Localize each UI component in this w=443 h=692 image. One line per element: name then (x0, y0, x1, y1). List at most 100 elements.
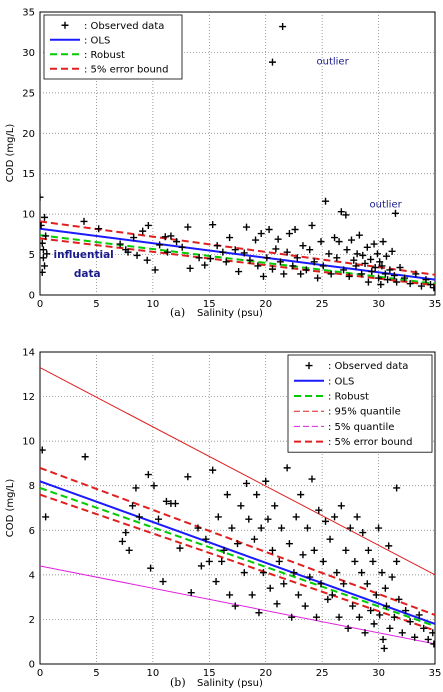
data-point-a (371, 264, 379, 272)
data-point-a (235, 268, 243, 276)
data-point-b (299, 551, 307, 559)
data-point-b (240, 569, 248, 577)
data-point-b (243, 479, 251, 487)
data-point-b (150, 482, 158, 490)
data-point-b (187, 589, 195, 597)
data-point-a (272, 245, 280, 253)
data-point-a (306, 246, 314, 254)
legend-label-a: : OLS (84, 35, 110, 46)
data-point-b (159, 578, 167, 586)
data-point-a (364, 278, 372, 286)
legend-label-a: : Robust (84, 50, 125, 61)
data-point-b (372, 591, 380, 599)
data-point-a (274, 235, 282, 243)
data-point-a (310, 258, 318, 266)
data-point-b (171, 500, 179, 508)
legend-label-b: : Observed data (328, 361, 408, 372)
data-point-b (132, 484, 140, 492)
data-point-b (358, 569, 366, 577)
data-point-a (359, 251, 367, 259)
data-point-a (375, 274, 383, 282)
observed-points-a (40, 23, 435, 292)
chart-panel-b: 0 5 10 15 20 25 30 35 0 2 4 6 8 10 12 14 : Observed dat… (5, 348, 441, 690)
data-point-b (390, 613, 398, 621)
data-point-b (306, 573, 314, 581)
y-tick-label-b: 12 (22, 392, 35, 403)
ticks-a: 0 5 10 15 20 25 30 35 0 5 10 15 20 25 30 35 (22, 8, 441, 311)
data-point-a (40, 221, 45, 229)
data-point-a (40, 193, 44, 201)
data-point-b (268, 546, 276, 554)
data-point-b (257, 524, 265, 532)
data-point-b (424, 635, 432, 643)
data-point-b (280, 580, 288, 588)
data-point-b (278, 524, 286, 532)
data-point-b (381, 584, 389, 592)
data-point-b (388, 573, 396, 581)
data-point-a (254, 262, 262, 270)
data-point-a (95, 225, 103, 233)
data-point-b (379, 635, 387, 643)
x-tick-label-b: 5 (93, 668, 99, 679)
x-tick-label-b: 10 (146, 668, 159, 679)
data-point-a (243, 223, 251, 231)
data-point-b (226, 591, 234, 599)
x-tick-label-b: 0 (37, 668, 43, 679)
x-tick-label-b: 25 (316, 668, 329, 679)
data-point-a (347, 236, 355, 244)
x-tick-label-a: 30 (372, 299, 385, 310)
line-robust-b (40, 486, 435, 628)
data-point-b (231, 602, 239, 610)
data-point-a (367, 255, 375, 263)
data-point-b (378, 569, 386, 577)
y-tick-label-a: 10 (22, 210, 35, 221)
line-ols-b (40, 480, 435, 625)
data-point-b (346, 524, 354, 532)
y-tick-label-a: 5 (29, 250, 35, 261)
data-point-a (297, 270, 305, 278)
line-5-quantile-b (40, 565, 435, 645)
data-point-a (302, 266, 310, 274)
data-point-a (417, 282, 425, 290)
data-point-a (164, 248, 172, 256)
data-point-a (370, 240, 378, 248)
data-point-b (349, 602, 357, 610)
ticks-b: 0 5 10 15 20 25 30 35 0 2 4 6 8 10 12 14 (22, 348, 441, 680)
data-point-a (289, 262, 297, 270)
x-tick-label-a: 0 (37, 299, 43, 310)
data-point-a (293, 254, 301, 262)
data-point-a (186, 264, 194, 272)
data-point-b (344, 624, 352, 632)
data-point-a (361, 259, 369, 267)
data-point-b (275, 557, 283, 565)
data-point-a (201, 261, 209, 269)
data-point-b (359, 529, 367, 537)
data-point-a (368, 268, 376, 276)
data-point-b (406, 618, 414, 626)
data-point-a (259, 272, 267, 280)
data-point-b (367, 607, 375, 615)
data-point-a (283, 248, 291, 256)
data-point-a (246, 256, 254, 264)
data-point-a (392, 209, 399, 217)
data-point-b (317, 580, 325, 588)
data-point-b (176, 544, 184, 552)
data-point-a (41, 262, 49, 270)
data-point-b (322, 517, 330, 525)
data-point-a (213, 242, 221, 250)
data-point-b (264, 515, 272, 523)
data-point-a (352, 262, 360, 270)
y-tick-label-a: 0 (29, 291, 35, 302)
legend-b: : Observed data: OLS: Robust: 95% quanti… (287, 354, 433, 453)
x-tick-label-a: 35 (429, 299, 442, 310)
data-point-b (147, 564, 155, 572)
y-tick-label-a: 15 (22, 169, 35, 180)
legend-label-b: : 5% quantile (328, 422, 394, 433)
data-point-a (340, 266, 348, 274)
data-point-a (430, 284, 435, 292)
legend-box-b (287, 354, 433, 453)
data-point-b (122, 529, 130, 537)
data-point-a (40, 239, 46, 247)
data-point-b (218, 557, 226, 565)
data-point-b (342, 546, 350, 554)
